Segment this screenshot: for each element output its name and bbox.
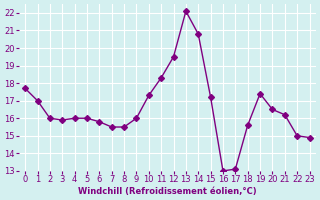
- X-axis label: Windchill (Refroidissement éolien,°C): Windchill (Refroidissement éolien,°C): [78, 187, 257, 196]
